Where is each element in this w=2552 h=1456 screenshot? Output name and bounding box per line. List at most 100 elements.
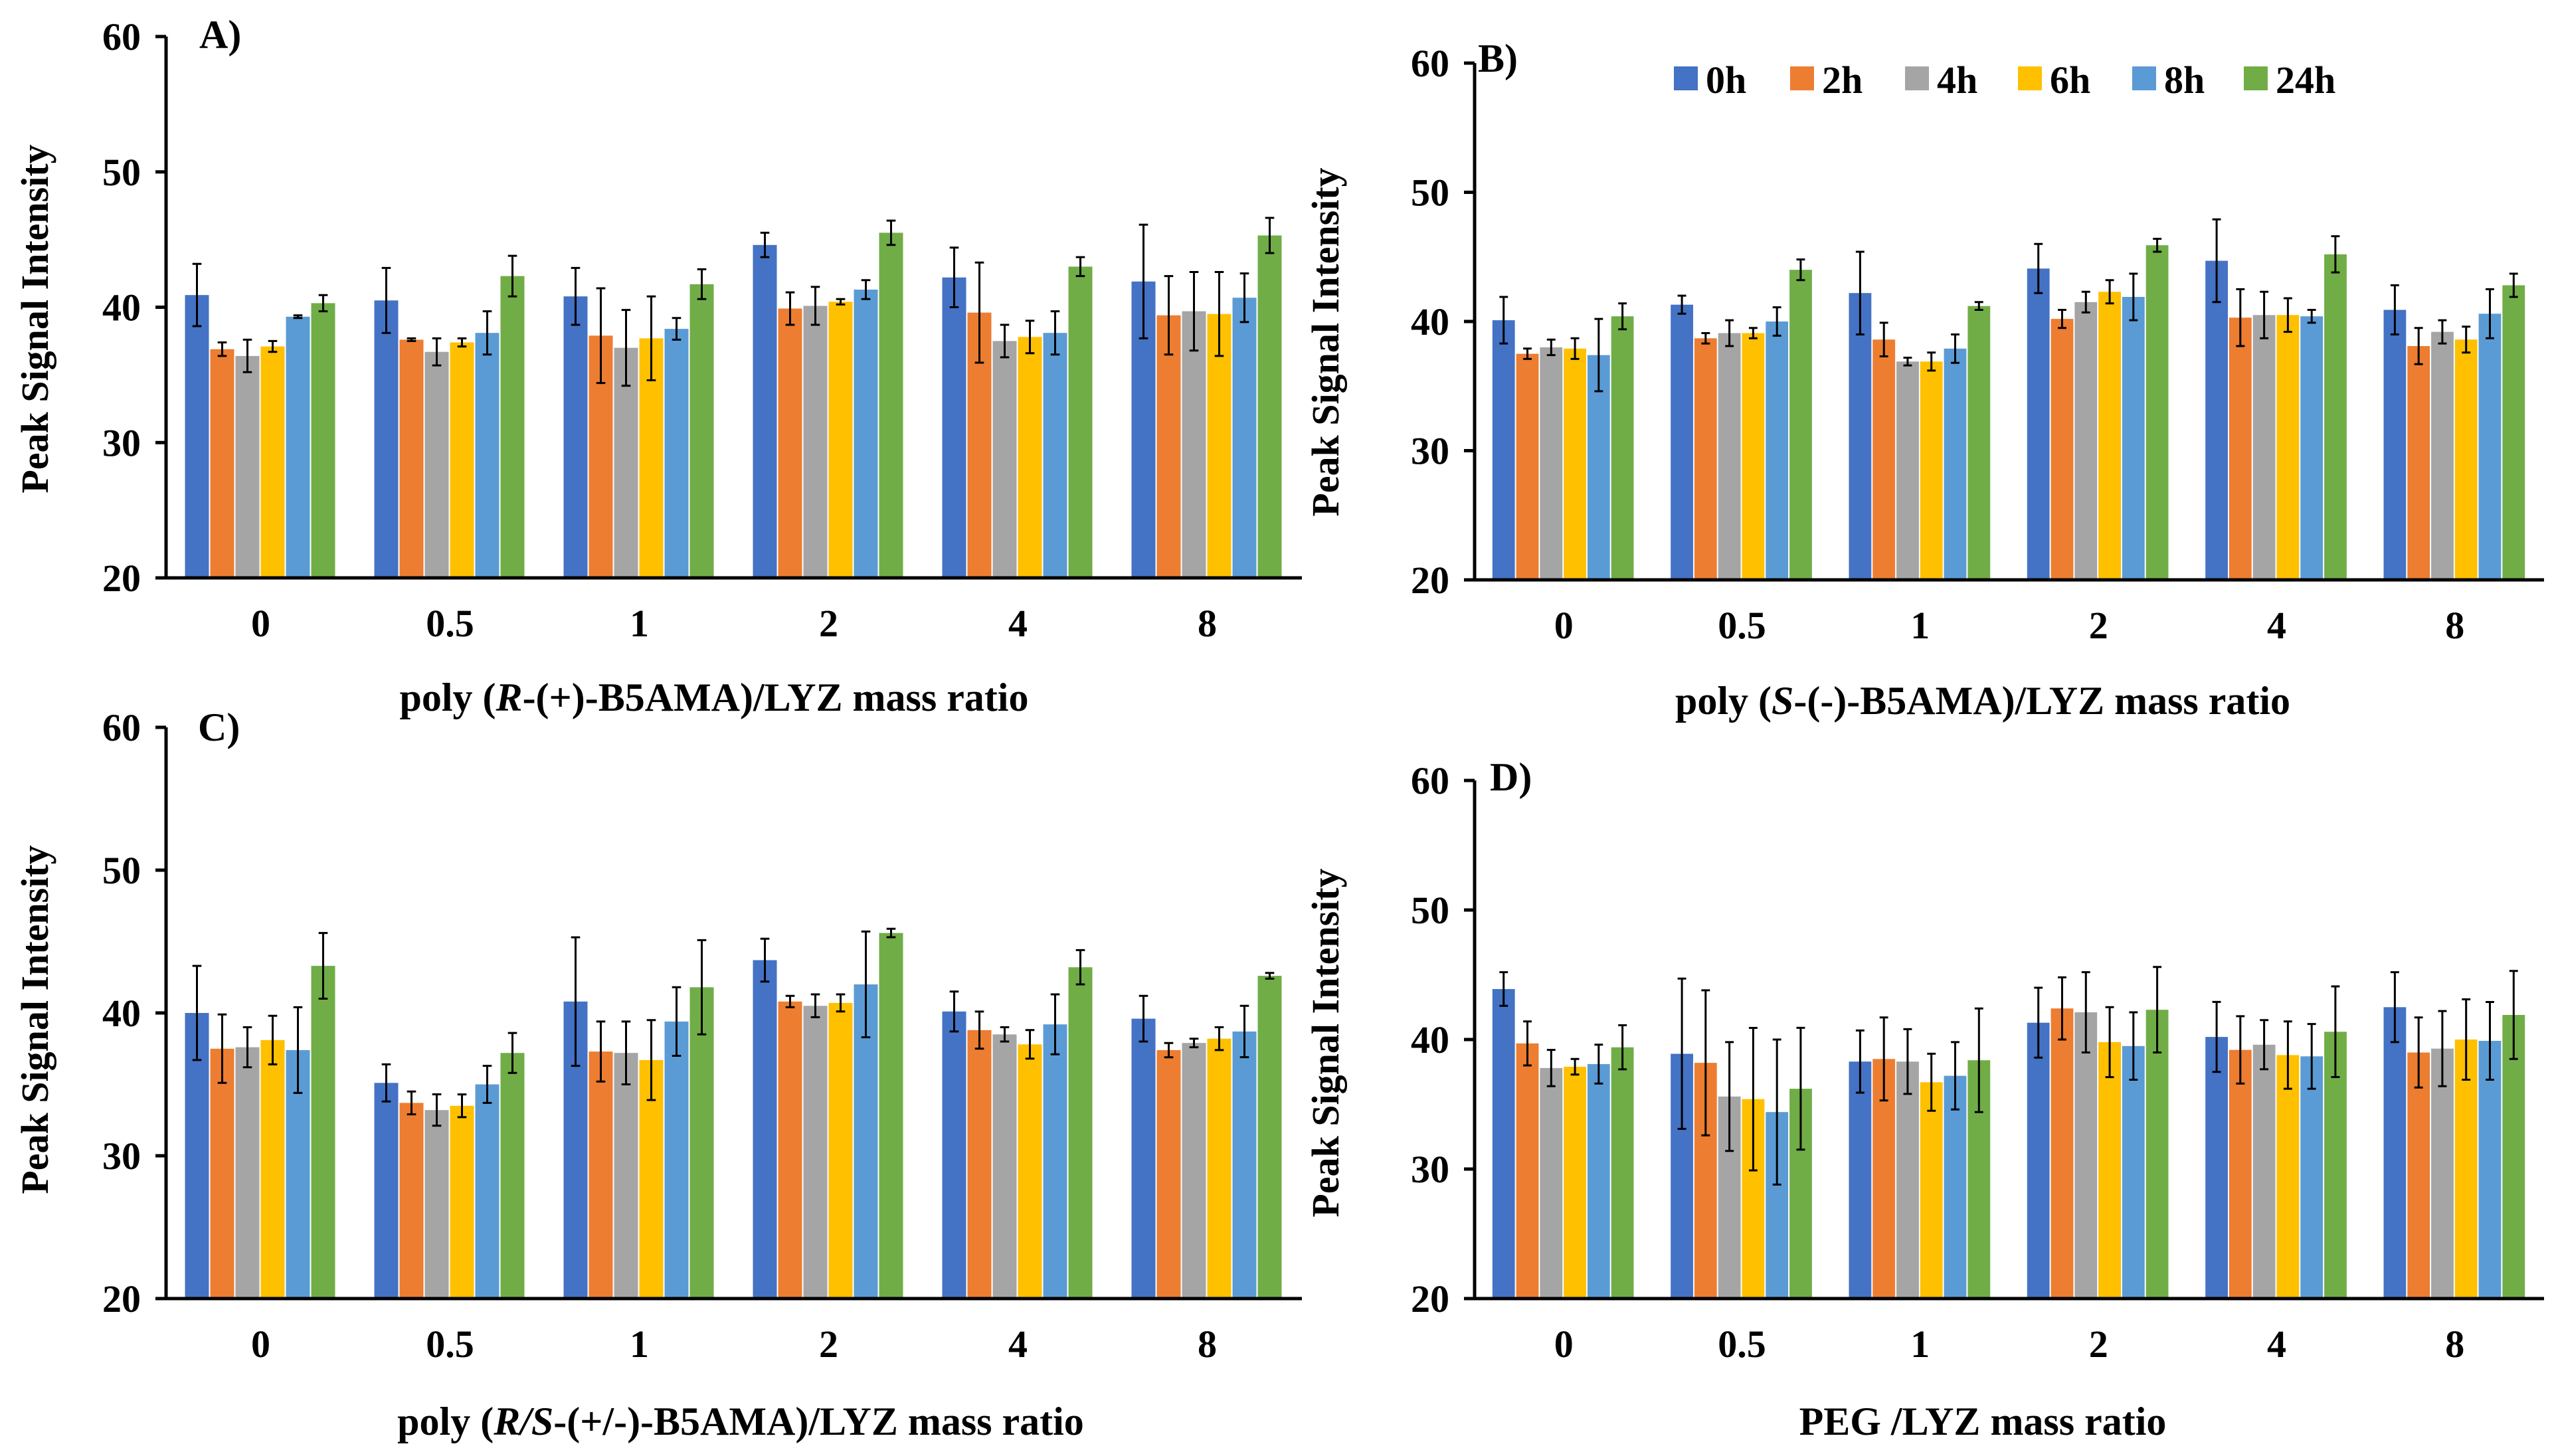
panel-a-y-tick-30: 30 <box>102 421 141 464</box>
panel-b-error-bar-8h-8 <box>2486 288 2494 339</box>
panel-b-error-bar-2h-8 <box>2414 327 2423 365</box>
panel-a-error-bar-0h-0 <box>192 262 202 327</box>
panel-d-bar-24h-0 <box>1611 1047 1634 1299</box>
panel-c-bar-24h-0 <box>311 966 335 1299</box>
panel-d-bar-24h-8 <box>2502 1015 2525 1299</box>
panel-a-bar-8h-1 <box>664 329 689 578</box>
panel-d-error-bar-24h-0 <box>1618 1024 1627 1071</box>
panel-c-error-bar-2h-2 <box>785 994 795 1008</box>
panel-c-x-tick-4: 4 <box>1008 1322 1028 1366</box>
panel-d-error-bar-6h-4 <box>2283 1020 2292 1090</box>
panel-b-bar-24h-0 <box>1611 316 1634 580</box>
panel-b-error-bar-0h-4 <box>2212 218 2221 304</box>
panel-a-plot: 0 0.5 1 2 4 8 20 30 40 50 60 <box>102 15 1302 645</box>
panel-a-error-bar-0h-1 <box>571 266 581 326</box>
panel-a-bar-24h-4 <box>1068 266 1093 578</box>
panel-d-error-bar-8h-1 <box>1951 1041 1960 1111</box>
panel-d-bar-8h-4 <box>2300 1056 2324 1299</box>
panel-a-error-bar-0h-8 <box>1139 223 1148 339</box>
panel-b-bar-0h-1 <box>1849 293 1872 580</box>
panel-d-bar-8h-8 <box>2478 1041 2502 1299</box>
panel-c-bar-0h-8 <box>1131 1018 1156 1299</box>
panel-d-bar-8h-2 <box>2122 1046 2145 1299</box>
panel-d-bar-6h-4 <box>2276 1055 2300 1299</box>
panel-c-bar-4h-1 <box>614 1053 638 1299</box>
panel-c-bar-0h-0.5 <box>374 1083 399 1299</box>
panel-a-bar-0h-1 <box>563 296 588 578</box>
panel-d-bar-2h-2 <box>2051 1008 2074 1299</box>
panel-b-error-bar-8h-2 <box>2129 272 2138 321</box>
panel-a-bar-6h-8 <box>1207 314 1231 578</box>
panel-b-bar-0h-2 <box>2027 268 2050 580</box>
panel-c-error-bar-24h-1 <box>697 939 707 1036</box>
panel-d-x-tick-0: 0 <box>1554 1322 1574 1366</box>
panel-d-x-tick-1: 1 <box>1910 1322 1930 1366</box>
panel-b-error-bar-4h-2 <box>2081 290 2090 314</box>
panel-a-error-bar-4h-0 <box>242 338 252 373</box>
panel-a-bar-4h-4 <box>992 341 1017 578</box>
panel-a-x-axis-label: poly (R-(+)-B5AMA)/LYZ mass ratio <box>400 676 1029 719</box>
panel-b-bar-4h-1 <box>1896 361 1919 580</box>
panel-b-y-tick-50: 50 <box>1411 171 1449 215</box>
panel-b-error-bar-24h-0.5 <box>1796 258 1805 282</box>
panel-c-error-bar-24h-4 <box>1075 949 1085 986</box>
panel-b-error-bar-0h-8 <box>2390 284 2399 335</box>
panel-b-error-bar-4h-1 <box>1903 357 1912 367</box>
panel-a-bar-24h-0 <box>311 303 335 578</box>
panel-a-error-bar-24h-1 <box>697 268 707 300</box>
panel-d-x-tick-8: 8 <box>2445 1322 2464 1366</box>
panel-b-bar-2h-8 <box>2407 346 2430 580</box>
panel-d-bar-0h-8 <box>2383 1007 2407 1299</box>
panel-b-error-bar-8h-4 <box>2307 309 2316 324</box>
panel-a-x-tick-2: 2 <box>819 602 838 645</box>
panel-c-error-bar-4h-4 <box>1000 1026 1010 1043</box>
panel-b-bar-24h-1 <box>1967 306 1991 580</box>
panel-b-y-axis-label: Peak Signal Intensity <box>1304 167 1347 516</box>
panel-c-error-bar-4h-2 <box>810 993 820 1018</box>
panel-a-x-tick-1: 1 <box>630 602 649 645</box>
panel-b-bar-0h-0 <box>1492 320 1515 580</box>
panel-d-error-bar-4h-0 <box>1546 1049 1556 1087</box>
panel-d-error-bar-2h-0.5 <box>1701 989 1710 1137</box>
panel-c-bar-4h-8 <box>1182 1043 1206 1299</box>
panel-b-error-bar-0h-0 <box>1499 296 1508 345</box>
panel-b-error-bar-0h-2 <box>2034 242 2043 294</box>
panel-b-error-bar-2h-0 <box>1523 347 1532 360</box>
panel-b-error-bar-2h-1 <box>1879 321 1888 357</box>
panel-b-error-bar-6h-4 <box>2283 297 2292 333</box>
panel-b-bar-8h-1 <box>1944 348 1967 580</box>
panel-a-bar-6h-0 <box>260 346 285 578</box>
legend-swatch-0h <box>1674 66 1698 90</box>
panel-b-plot: 0 0.5 1 2 4 8 20 30 40 50 60 <box>1411 42 2544 647</box>
panel-c-x-tick-1: 1 <box>630 1322 649 1366</box>
panel-a-error-bar-2h-4 <box>974 261 984 364</box>
panel-c-error-bar-6h-8 <box>1214 1026 1224 1051</box>
legend-swatch-2h <box>1790 66 1814 90</box>
panel-d-error-bar-0h-0.5 <box>1677 977 1686 1130</box>
panel-a-error-bar-4h-2 <box>810 286 820 326</box>
panel-c-bar-4h-4 <box>992 1034 1017 1299</box>
panel-a-bar-6h-4 <box>1018 337 1042 578</box>
panel-b-error-bar-6h-1 <box>1927 351 1936 372</box>
panel-c-x-tick-0: 0 <box>251 1322 270 1366</box>
panel-d-error-bar-4h-0.5 <box>1725 1041 1734 1152</box>
panel-a-error-bar-8h-0 <box>293 314 303 319</box>
panel-c-bar-8h-4 <box>1043 1024 1067 1299</box>
panel-d-error-bar-8h-8 <box>2486 1001 2494 1081</box>
panel-a-error-bar-2h-0 <box>217 341 227 357</box>
panel-a-y-tick-60: 60 <box>102 15 141 58</box>
panel-b-x-label-suffix: -(-)-B5AMA)/LYZ mass ratio <box>1793 679 2290 723</box>
panel-a-error-bar-4h-0.5 <box>432 337 442 367</box>
panel-b-x-label-italic: S <box>1772 679 1793 723</box>
panel-b-error-bar-0h-1 <box>1855 250 1865 335</box>
panel-b-bar-2h-1 <box>1872 339 1896 580</box>
legend-label-2h: 2h <box>1822 58 1863 102</box>
panel-d-plot: 0 0.5 1 2 4 8 20 30 40 50 60 <box>1411 759 2544 1366</box>
panel-d-y-axis-label: Peak Signal Intensity <box>1304 868 1347 1217</box>
panel-c-x-label-italic: R/S <box>493 1400 553 1443</box>
panel-d-bar-0h-1 <box>1849 1061 1872 1299</box>
panel-b-bar-6h-4 <box>2276 315 2300 580</box>
panel-c-x-label-prefix: poly ( <box>397 1400 494 1443</box>
legend-label-8h: 8h <box>2164 58 2205 102</box>
